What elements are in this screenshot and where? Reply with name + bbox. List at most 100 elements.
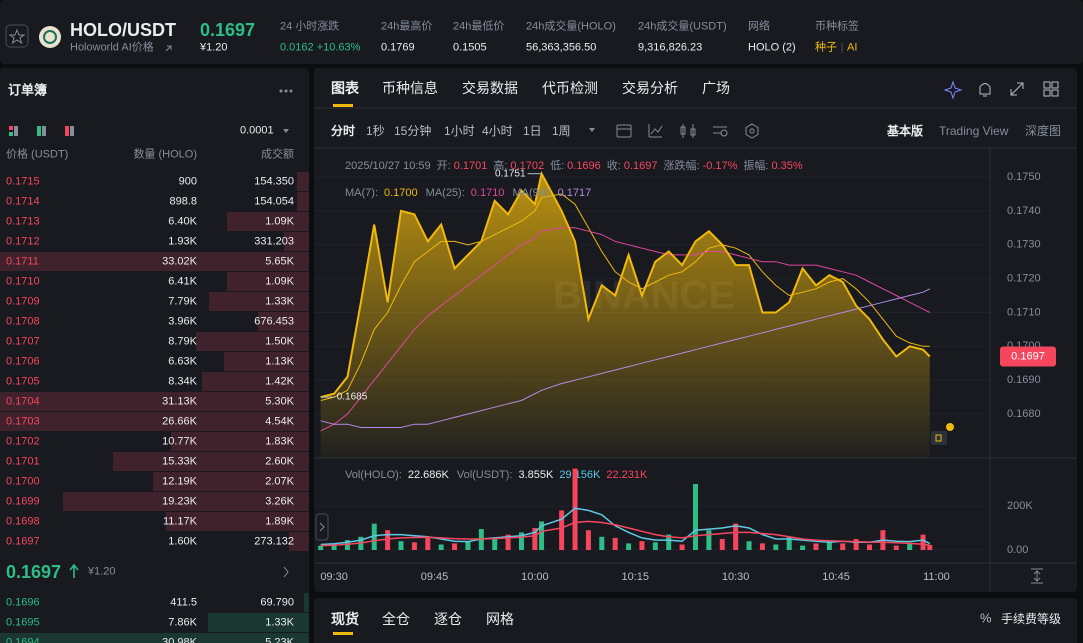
max-label: 0.1751 xyxy=(495,168,526,179)
interval[interactable]: 15分钟 xyxy=(394,124,432,138)
order-qty: 19.23K xyxy=(162,495,197,508)
interval[interactable]: 4小时 xyxy=(482,124,513,138)
collapse-button[interactable] xyxy=(315,513,329,541)
interval[interactable]: 1小时 xyxy=(444,124,475,138)
interval[interactable]: 1日 xyxy=(523,124,542,138)
y-tick-label: 0.1740 xyxy=(1007,205,1041,217)
tab[interactable]: 广场 xyxy=(702,80,730,96)
chevron[interactable] xyxy=(283,566,289,578)
legend-item: 0.1700 xyxy=(384,187,418,199)
depth-bar xyxy=(208,613,309,632)
order-price: 0.1706 xyxy=(6,355,40,368)
tab[interactable]: 网格 xyxy=(486,611,514,627)
volume-bar xyxy=(385,530,391,550)
active-tab-underline xyxy=(333,104,353,107)
chart-tool-icons[interactable] xyxy=(616,123,759,139)
interval[interactable]: 1周 xyxy=(552,124,571,138)
toolbar-icons[interactable] xyxy=(943,80,1059,100)
depth-bar xyxy=(258,312,309,331)
ma-line xyxy=(320,288,931,428)
volume-bar xyxy=(492,539,498,550)
interval-caret[interactable] xyxy=(589,128,595,132)
legend-item: Vol(USDT): xyxy=(457,469,513,481)
x-tick-label: 11:00 xyxy=(923,571,950,583)
tab[interactable]: 逐仓 xyxy=(434,611,462,627)
order-price: 0.1704 xyxy=(6,395,40,408)
depth-bar xyxy=(202,372,309,391)
ticker-bar xyxy=(0,0,1083,64)
tab[interactable]: 全仓 xyxy=(382,611,410,627)
interval[interactable]: 分时 xyxy=(331,124,356,138)
stat-value: 9,316,826.23 xyxy=(638,41,703,54)
tab[interactable]: 币种信息 xyxy=(382,80,438,96)
legend-item: MA(99): xyxy=(512,187,551,199)
column-header: 数量 (HOLO) xyxy=(133,148,197,161)
volume-bar xyxy=(786,536,792,550)
order-price: 0.1709 xyxy=(6,295,40,308)
order-price: 0.1705 xyxy=(6,375,40,388)
depth-bar xyxy=(166,512,309,531)
precision-caret xyxy=(283,129,289,133)
volume-bar xyxy=(599,536,605,550)
favorite-button[interactable] xyxy=(5,24,29,48)
tag[interactable]: AI xyxy=(847,41,858,54)
order-total: 1.13K xyxy=(265,355,294,368)
volume-bar xyxy=(505,534,511,550)
order-book-panel xyxy=(0,68,309,643)
volume-bar xyxy=(559,510,565,550)
order-price: 0.1695 xyxy=(6,616,40,629)
order-price: 0.1702 xyxy=(6,435,40,448)
volume-bar xyxy=(318,545,324,550)
depth-bar xyxy=(227,212,309,231)
volume-bar xyxy=(411,542,417,550)
volume-bar xyxy=(773,544,779,550)
interval[interactable]: 1秒 xyxy=(366,124,385,138)
order-total: 69.790 xyxy=(260,596,294,609)
legend: MA(7): 0.1700 MA(25): 0.1710 MA(99): 0.1717 xyxy=(345,187,591,199)
order-qty: 1.60K xyxy=(168,535,197,548)
view-option[interactable]: 基本版 xyxy=(887,124,924,138)
view-option[interactable]: Trading View xyxy=(939,124,1009,138)
depth-bar xyxy=(112,452,309,471)
precision[interactable]: 0.0001 xyxy=(240,124,274,137)
order-price: 0.1697 xyxy=(6,535,40,548)
legend-item: 29.156K xyxy=(559,469,601,481)
volume-bar xyxy=(666,534,672,550)
tag[interactable]: 种子 xyxy=(815,41,837,54)
volume-bar xyxy=(853,539,859,550)
dots-menu[interactable] xyxy=(279,89,293,93)
alert-icon[interactable] xyxy=(931,423,954,445)
legend-item: 3.855K xyxy=(518,469,554,481)
volume-bar xyxy=(907,543,913,550)
volume-bar xyxy=(398,541,404,550)
x-tick-label: 10:00 xyxy=(521,571,549,583)
reset-scale-icon[interactable] xyxy=(1031,568,1043,584)
order-total: 154.054 xyxy=(254,195,294,208)
volume-bar xyxy=(518,532,524,550)
tab[interactable]: 图表 xyxy=(331,80,359,96)
tab[interactable]: 交易数据 xyxy=(462,80,518,96)
view-option[interactable]: 深度图 xyxy=(1025,124,1062,138)
price-chart: 0.1680 0.1690 0.1700 0.1710 0.1720 0.1730 0.17… xyxy=(314,148,1077,592)
volume-bar xyxy=(452,543,458,550)
volume-bar xyxy=(539,521,545,550)
order-total: 676.453 xyxy=(254,315,294,328)
order-price: 0.1703 xyxy=(6,415,40,428)
order-price: 0.1711 xyxy=(6,255,39,268)
fee-icon[interactable]: % xyxy=(980,610,992,626)
legend-item: 0.1710 xyxy=(471,187,505,199)
volume-bar xyxy=(927,545,933,550)
tab[interactable]: 现货 xyxy=(331,611,359,627)
layout-icons[interactable] xyxy=(9,126,74,136)
tab[interactable]: 代币检测 xyxy=(542,80,598,96)
order-total: 273.132 xyxy=(254,535,294,548)
link-icon xyxy=(165,45,172,52)
volume-ma-line xyxy=(320,507,931,546)
order-total: 1.09K xyxy=(265,215,294,228)
volume-bar xyxy=(626,543,632,550)
legend-item: 0.1696 xyxy=(567,160,601,172)
tab[interactable]: 交易分析 xyxy=(622,80,678,96)
order-price: 0.1698 xyxy=(6,515,40,528)
volume-bar xyxy=(867,544,873,550)
fee-level[interactable]: 手续费等级 xyxy=(1001,612,1062,626)
